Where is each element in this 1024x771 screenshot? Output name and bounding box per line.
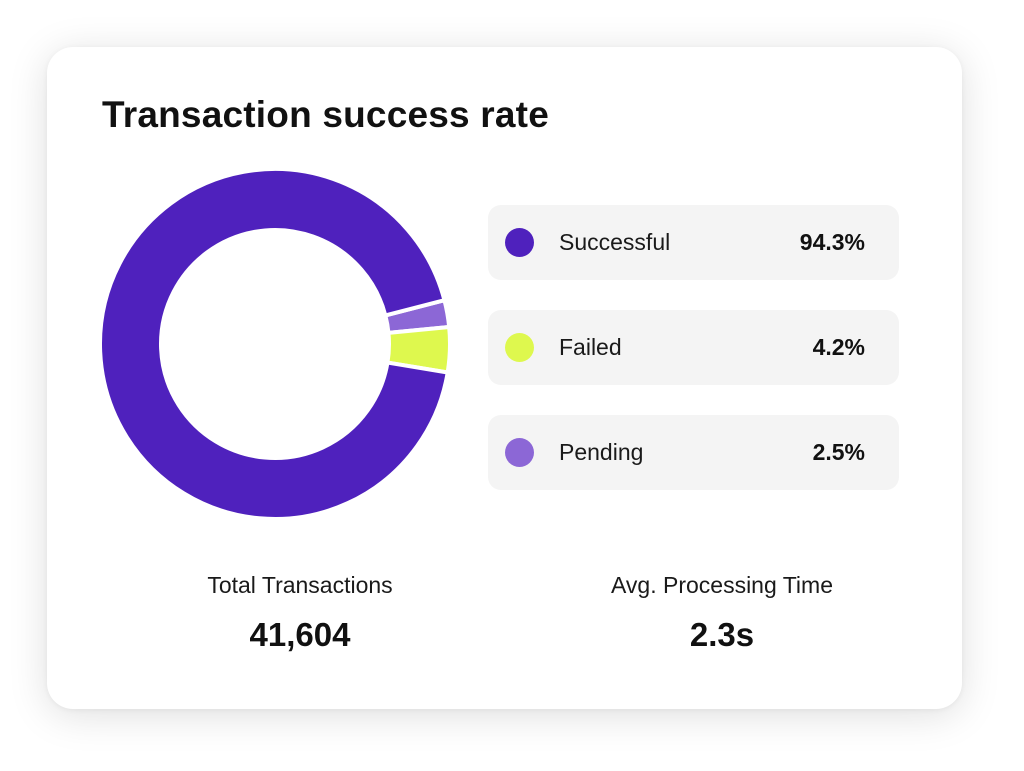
chart-legend: Successful 94.3% Failed 4.2% Pending 2.5% <box>488 205 899 520</box>
donut-chart <box>99 168 451 520</box>
legend-dot-icon <box>505 438 534 467</box>
donut-slice-successful <box>99 168 450 520</box>
legend-item-pending: Pending 2.5% <box>488 415 899 490</box>
avg-processing-time-value: 2.3s <box>689 616 755 653</box>
avg-processing-time-stat: Avg. Processing Time 2.3s <box>567 572 877 654</box>
legend-item-successful: Successful 94.3% <box>488 205 899 280</box>
legend-label: Failed <box>559 334 622 360</box>
legend-label: Successful <box>559 229 671 255</box>
total-transactions-stat: Total Transactions 41,604 <box>145 572 455 654</box>
card-title: Transaction success rate <box>102 94 549 135</box>
legend-dot-icon <box>505 333 534 362</box>
total-transactions-value: 41,604 <box>249 616 351 653</box>
total-transactions-label: Total Transactions <box>207 572 393 598</box>
legend-value: 2.5% <box>812 439 865 465</box>
legend-value: 4.2% <box>812 334 865 360</box>
legend-label: Pending <box>559 439 644 465</box>
legend-dot-icon <box>505 228 534 257</box>
legend-item-failed: Failed 4.2% <box>488 310 899 385</box>
avg-processing-time-label: Avg. Processing Time <box>610 572 833 598</box>
legend-value: 94.3% <box>799 229 865 255</box>
transaction-success-card: Transaction success rate Successful 94.3%… <box>47 47 962 709</box>
